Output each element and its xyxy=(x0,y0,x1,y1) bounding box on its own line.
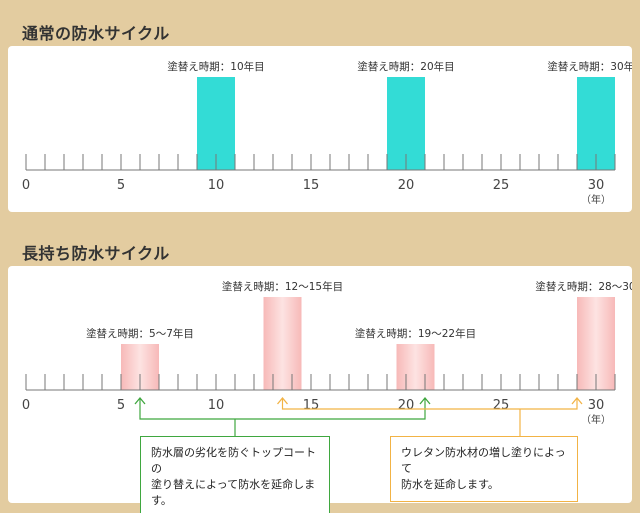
urethane-note-line: 防水を延命します。 xyxy=(401,478,499,491)
replacement-label: 塗替え時期：30年目 xyxy=(547,60,632,73)
urethane-note: ウレタン防水材の増し塗りによって 防水を延命します。 xyxy=(390,436,578,502)
timeline-tick-label: 0 xyxy=(22,398,30,413)
urethane-note-line: ウレタン防水材の増し塗りによって xyxy=(401,446,566,475)
urethane-connector xyxy=(281,398,578,410)
timeline-tick-label: 5 xyxy=(117,178,125,193)
arrow-head-icon xyxy=(277,396,288,405)
timeline-tick-label: 25 xyxy=(493,178,510,193)
arrow-head-icon xyxy=(571,396,583,405)
arrow-head-icon xyxy=(419,396,431,405)
replacement-label: 塗替え時期：28〜30年目 xyxy=(535,280,632,293)
timeline-tick-label: 30 xyxy=(588,178,605,193)
timeline-tick-label: 0 xyxy=(22,178,30,193)
arrow-head-icon xyxy=(134,396,146,405)
normal-cycle-timeline: 塗替え時期：10年目 塗替え時期：20年目 塗替え時期：30年目 0 5 10 15 20 25… xyxy=(22,60,640,206)
timeline-tick-label: 20 xyxy=(398,398,415,413)
replacement-label: 塗替え時期：12〜15年目 xyxy=(222,280,343,293)
topcoat-note: 防水層の劣化を防ぐトップコートの 塗り替えによって防水を延命します。 xyxy=(140,436,330,513)
replacement-label: 塗替え時期：10年目 xyxy=(167,60,264,73)
replacement-bar xyxy=(396,344,435,390)
replacement-bar xyxy=(263,297,302,390)
timeline-tick-label: 25 xyxy=(493,398,510,413)
long-cycle-panel: 塗替え時期：5〜7年目 塗替え時期：12〜15年目塗替え時期：19〜22年目 塗替え… xyxy=(8,266,640,513)
normal-cycle-title: 通常の防水サイクル xyxy=(22,24,170,43)
topcoat-note-line: 防水層の劣化を防ぐトップコートの xyxy=(151,446,316,475)
timeline-tick-label: 30 xyxy=(588,398,605,413)
timeline-tick-label: 20 xyxy=(398,178,415,193)
timeline-tick-label: 15 xyxy=(303,178,320,193)
normal-cycle-panel: 塗替え時期：10年目 塗替え時期：20年目 塗替え時期：30年目 0 5 10 15 20 25… xyxy=(8,46,640,212)
timeline-unit-label: （年） xyxy=(581,413,611,426)
topcoat-note-line: 塗り替えによって防水を延命します。 xyxy=(151,478,316,507)
timeline-tick-label: 5 xyxy=(117,398,125,413)
replacement-label: 塗替え時期：20年目 xyxy=(357,60,454,73)
timeline-tick-label: 15 xyxy=(303,398,320,413)
replacement-label: 塗替え時期：5〜7年目 xyxy=(86,327,194,340)
timeline-unit-label: （年） xyxy=(581,193,611,206)
replacement-label: 塗替え時期：19〜22年目 xyxy=(355,327,476,340)
timeline-tick-label: 10 xyxy=(208,178,225,193)
timeline-tick-label: 10 xyxy=(208,398,225,413)
long-cycle-title: 長持ち防水サイクル xyxy=(22,244,170,263)
